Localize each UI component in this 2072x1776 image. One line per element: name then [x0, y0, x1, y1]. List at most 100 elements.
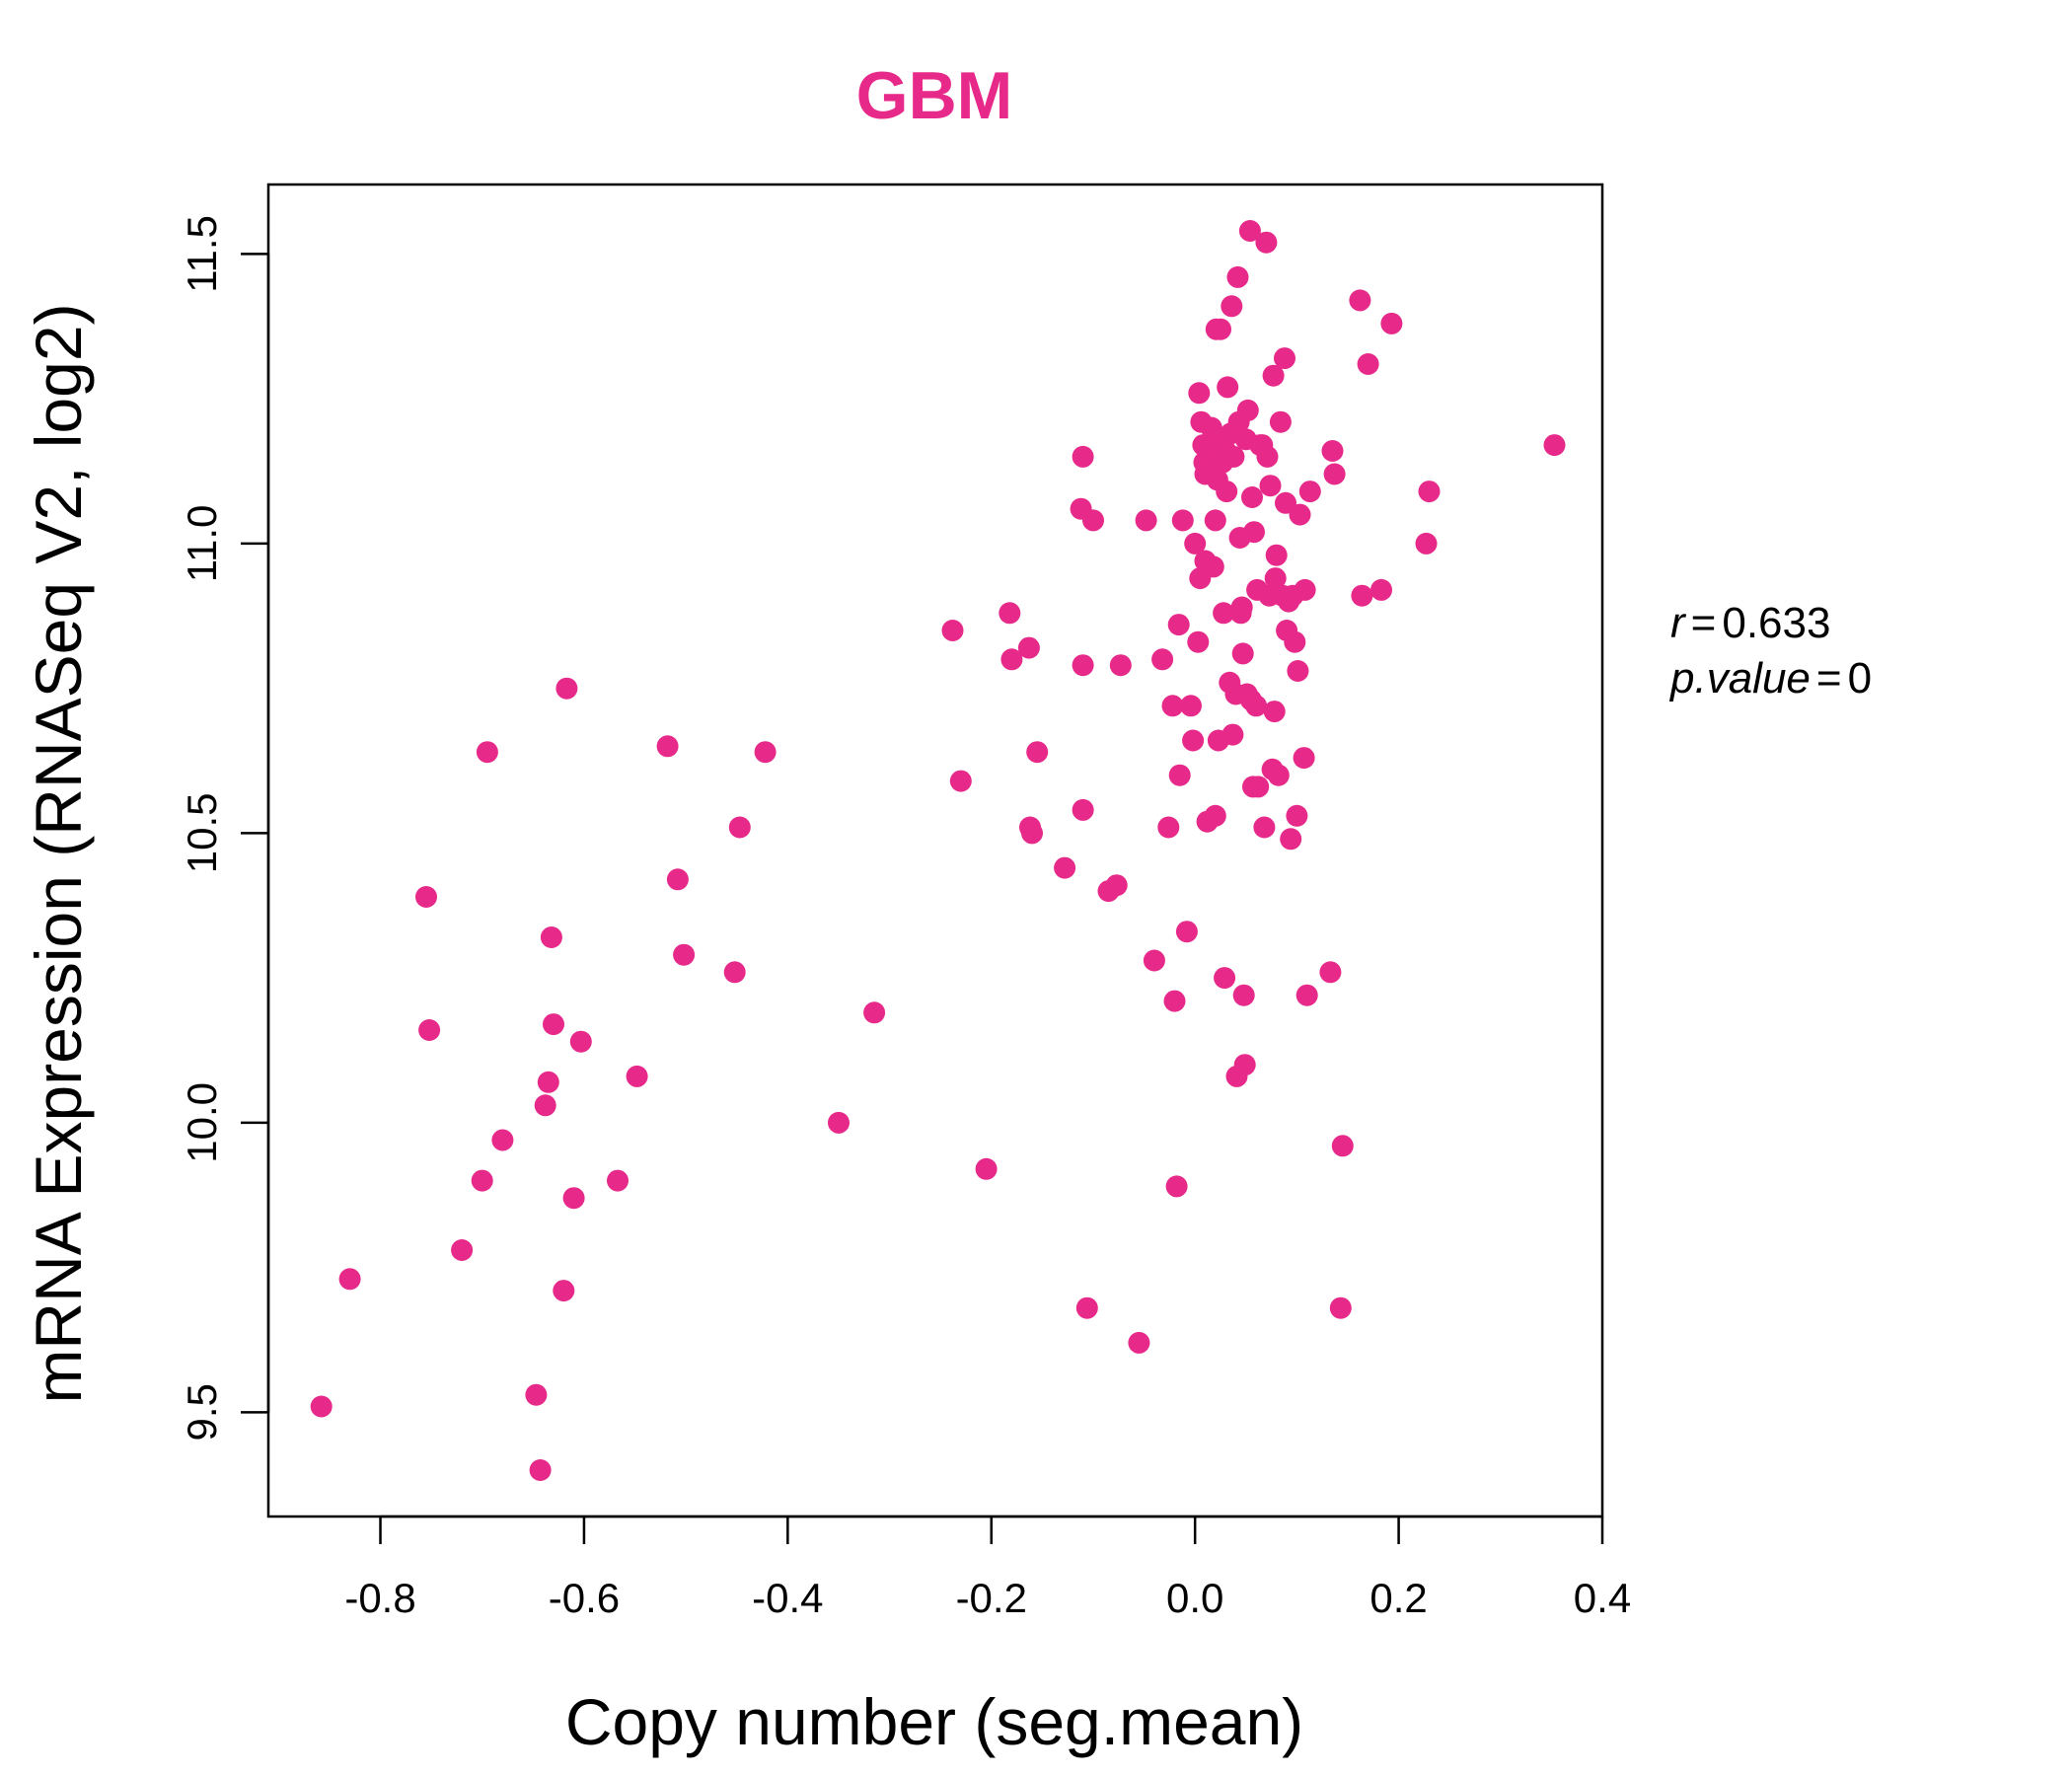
- data-point-105: [1236, 399, 1259, 421]
- data-point-50: [1151, 648, 1174, 671]
- data-point-47: [1128, 1331, 1150, 1354]
- data-point-36: [1026, 741, 1049, 764]
- data-point-6: [476, 741, 498, 764]
- data-point-15: [555, 677, 578, 700]
- data-point-133: [1280, 828, 1302, 851]
- p-symbol: p.value: [1668, 654, 1811, 703]
- y-tick-label-2: 10.5: [179, 793, 225, 874]
- x-tick-label-3: -0.2: [956, 1575, 1027, 1621]
- data-point-13: [543, 1013, 564, 1036]
- y-tick-label-4: 11.5: [179, 215, 225, 293]
- data-point-84: [1214, 967, 1236, 990]
- r-equals: =: [1691, 599, 1717, 647]
- y-tick-label-1: 10.0: [179, 1082, 225, 1163]
- data-point-63: [1188, 382, 1211, 405]
- data-point-92: [1222, 445, 1245, 468]
- x-tick-label-4: 0.0: [1166, 1575, 1223, 1621]
- data-point-80: [1210, 318, 1231, 340]
- data-point-155: [1543, 434, 1566, 457]
- data-point-83: [1213, 602, 1235, 625]
- data-point-11: [537, 1071, 559, 1093]
- data-point-25: [754, 741, 777, 764]
- data-point-139: [1293, 747, 1315, 770]
- data-point-120: [1259, 475, 1282, 497]
- data-point-41: [1072, 798, 1094, 821]
- data-point-7: [491, 1129, 514, 1151]
- data-point-5: [471, 1169, 493, 1192]
- data-point-142: [1298, 481, 1321, 503]
- x-axis-label: Copy number (seg.mean): [565, 1685, 1303, 1758]
- x-tick-label-6: 0.4: [1574, 1575, 1631, 1621]
- data-point-48: [1135, 509, 1157, 532]
- data-point-151: [1370, 578, 1392, 601]
- data-point-56: [1168, 764, 1191, 786]
- data-point-12: [540, 926, 562, 948]
- data-point-108: [1241, 486, 1263, 508]
- data-point-137: [1287, 660, 1309, 682]
- data-point-45: [1105, 874, 1128, 897]
- data-point-145: [1323, 463, 1346, 485]
- data-point-29: [949, 770, 972, 792]
- data-point-43: [1082, 509, 1104, 532]
- data-point-149: [1351, 584, 1373, 607]
- data-point-8: [525, 1383, 548, 1406]
- data-point-24: [728, 816, 751, 839]
- data-point-113: [1247, 776, 1270, 798]
- p-equals: =: [1816, 654, 1842, 703]
- x-tick-label-5: 0.2: [1369, 1575, 1427, 1621]
- data-point-123: [1263, 701, 1286, 723]
- data-point-2: [415, 886, 437, 908]
- data-point-3: [418, 1019, 441, 1041]
- data-point-75: [1204, 509, 1226, 532]
- data-point-35: [1021, 822, 1043, 845]
- data-point-1: [338, 1268, 361, 1291]
- data-point-18: [607, 1169, 629, 1192]
- data-point-57: [1171, 509, 1194, 532]
- data-point-117: [1255, 231, 1278, 254]
- data-point-116: [1253, 816, 1276, 839]
- data-point-101: [1232, 984, 1255, 1006]
- data-points: [310, 220, 1566, 1481]
- correlation-annotation: r = 0.633: [1670, 599, 1830, 647]
- data-point-127: [1269, 410, 1292, 433]
- data-point-32: [1000, 648, 1023, 671]
- data-point-143: [1319, 961, 1342, 984]
- data-point-30: [975, 1157, 998, 1180]
- data-point-39: [1072, 445, 1094, 468]
- data-point-99: [1230, 596, 1253, 619]
- data-point-90: [1221, 295, 1243, 318]
- data-point-87: [1217, 376, 1239, 399]
- data-point-122: [1262, 364, 1285, 387]
- x-tick-label-0: -0.8: [344, 1575, 415, 1621]
- data-point-4: [451, 1239, 474, 1261]
- data-point-125: [1265, 544, 1288, 566]
- data-point-154: [1418, 481, 1441, 503]
- data-point-58: [1175, 921, 1198, 943]
- data-point-148: [1349, 289, 1371, 312]
- data-point-147: [1331, 1135, 1354, 1157]
- data-point-53: [1163, 990, 1186, 1012]
- data-point-46: [1109, 654, 1132, 677]
- data-point-126: [1267, 764, 1290, 786]
- data-point-144: [1321, 440, 1344, 462]
- data-point-62: [1187, 630, 1210, 653]
- data-point-74: [1202, 555, 1224, 578]
- data-point-28: [941, 620, 964, 641]
- data-point-42: [1075, 1296, 1098, 1319]
- y-tick-label-3: 11.0: [179, 505, 225, 583]
- y-axis-label: mRNA Expression (RNASeq V2, log2): [22, 303, 95, 1403]
- data-point-76: [1204, 804, 1226, 827]
- data-point-14: [553, 1280, 575, 1302]
- data-point-49: [1143, 949, 1165, 972]
- chart-title: GBM: [856, 58, 1013, 133]
- p-value: 0: [1848, 654, 1872, 703]
- data-point-22: [673, 943, 696, 966]
- data-point-51: [1157, 816, 1180, 839]
- data-point-9: [529, 1459, 552, 1481]
- data-point-118: [1256, 445, 1279, 468]
- data-point-10: [534, 1094, 556, 1117]
- data-point-135: [1284, 630, 1306, 653]
- data-point-17: [569, 1030, 592, 1053]
- data-point-146: [1329, 1296, 1352, 1319]
- data-point-19: [626, 1065, 648, 1087]
